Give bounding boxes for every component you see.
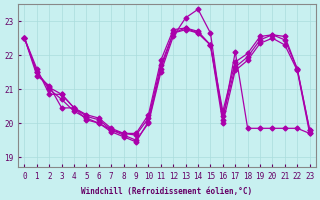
X-axis label: Windchill (Refroidissement éolien,°C): Windchill (Refroidissement éolien,°C) bbox=[82, 187, 252, 196]
